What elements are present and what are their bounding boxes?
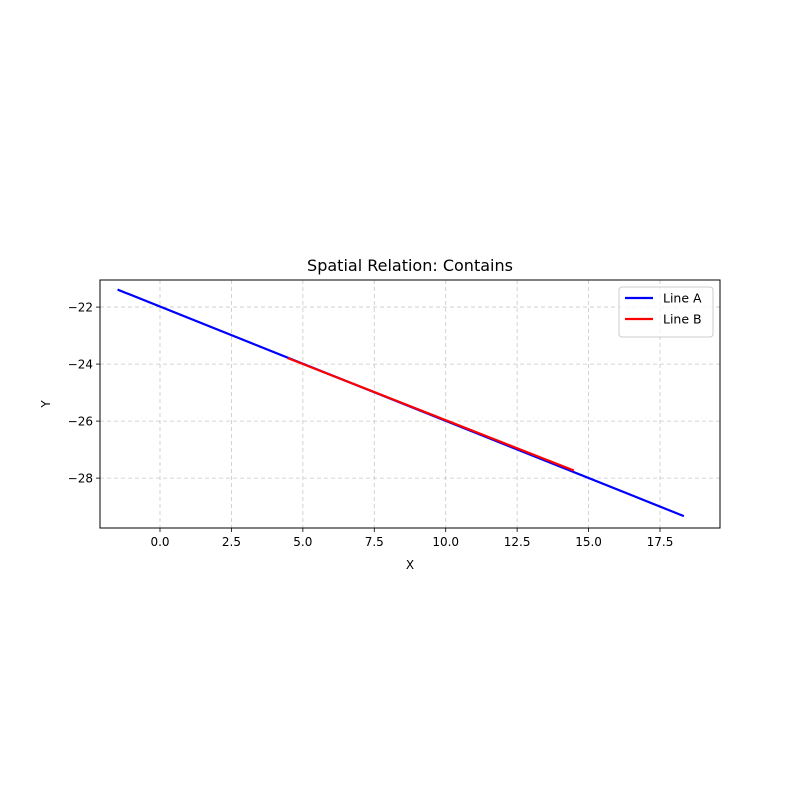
y-tick-label: −24: [68, 358, 93, 372]
x-tick-label: 12.5: [504, 535, 531, 549]
legend-label: Line A: [663, 291, 702, 306]
x-tick-label: 17.5: [647, 535, 674, 549]
x-tick-label: 10.0: [432, 535, 459, 549]
legend: Line A Line B: [618, 286, 714, 338]
x-tick-label: 15.0: [575, 535, 602, 549]
x-tick-label: 7.5: [365, 535, 384, 549]
x-tick-label: 0.0: [150, 535, 169, 549]
y-tick-label: −22: [68, 301, 93, 315]
series-line-line-b: [287, 356, 575, 472]
y-tick-label: −28: [68, 472, 93, 486]
legend-box: [618, 286, 714, 338]
x-tick-label: 5.0: [293, 535, 312, 549]
y-tick-label: −26: [68, 415, 93, 429]
x-tick-label: 2.5: [222, 535, 241, 549]
y-axis-label: Y: [39, 400, 53, 409]
axis-ticks: 0.0 2.5 5.0 7.5 10.0 12.5 15.0 17.5 −22 −24 −26 −28: [68, 301, 674, 549]
plot-area-frame: [99, 279, 721, 529]
x-axis-label: X: [406, 558, 414, 572]
grid: [100, 280, 720, 528]
legend-label: Line B: [663, 312, 702, 327]
chart-title: Spatial Relation: Contains: [307, 256, 513, 275]
series-layer: [117, 288, 685, 518]
